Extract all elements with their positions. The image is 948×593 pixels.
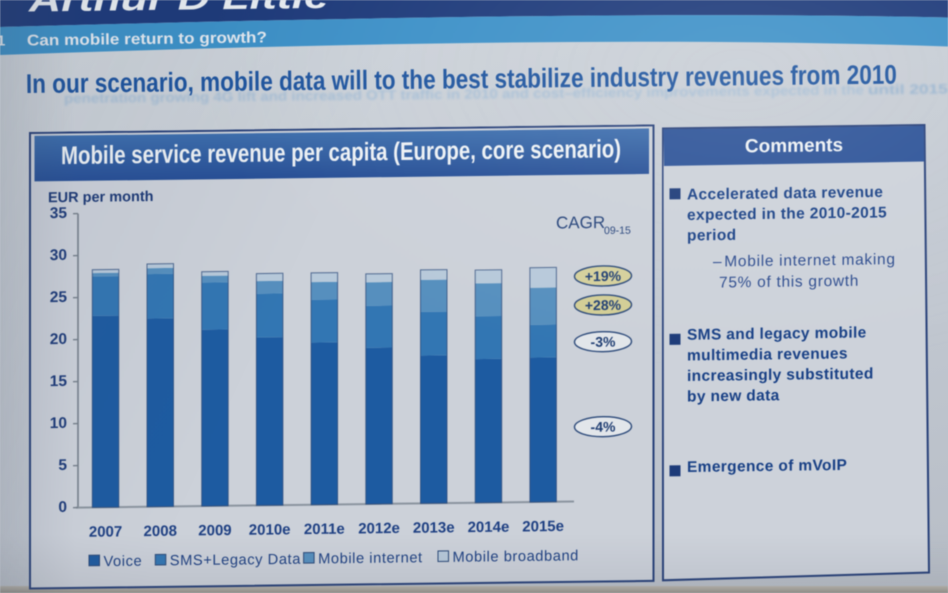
- svg-text:20: 20: [50, 331, 67, 348]
- svg-text:-3%: -3%: [591, 334, 616, 350]
- svg-text:10: 10: [50, 415, 67, 432]
- svg-text:EUR per month: EUR per month: [48, 189, 154, 206]
- svg-text:2013e: 2013e: [413, 519, 455, 537]
- svg-text:2015e: 2015e: [522, 518, 564, 536]
- svg-text:increasingly substituted: increasingly substituted: [687, 366, 874, 385]
- svg-text:2014e: 2014e: [468, 519, 510, 537]
- svg-text:CAGR: CAGR: [556, 213, 605, 233]
- svg-text:15: 15: [50, 373, 68, 390]
- svg-text:2009: 2009: [198, 522, 231, 539]
- svg-text:2012e: 2012e: [358, 520, 400, 538]
- svg-text:Voice: Voice: [104, 554, 143, 570]
- svg-text:until 2015: until 2015: [868, 81, 948, 97]
- svg-text:2010e: 2010e: [249, 521, 291, 539]
- svg-text:35: 35: [50, 205, 68, 222]
- svg-text:Comments: Comments: [745, 135, 843, 157]
- svg-text:Emergence of mVoIP: Emergence of mVoIP: [687, 457, 847, 476]
- svg-text:0: 0: [58, 499, 67, 516]
- svg-text:1: 1: [0, 33, 5, 50]
- svg-text:25: 25: [50, 289, 68, 306]
- svg-text:Mobile service revenue per cap: Mobile service revenue per capita (Europ…: [61, 135, 621, 170]
- svg-text:Accelerated data revenue: Accelerated data revenue: [687, 184, 883, 204]
- svg-text:2008: 2008: [144, 523, 177, 540]
- svg-text:SMS and legacy mobile: SMS and legacy mobile: [687, 324, 867, 343]
- svg-text:Can mobile return to growth?: Can mobile return to growth?: [27, 29, 267, 49]
- svg-text:– Mobile internet making: – Mobile internet making: [713, 251, 896, 270]
- svg-text:5: 5: [58, 457, 67, 474]
- svg-text:2011e: 2011e: [304, 521, 345, 538]
- svg-text:In our scenario, mobile data w: In our scenario, mobile data will to the…: [26, 60, 897, 99]
- svg-text:Mobile internet: Mobile internet: [318, 550, 423, 567]
- svg-text:SMS+Legacy Data: SMS+Legacy Data: [170, 552, 301, 570]
- svg-text:Arthur D Little: Arthur D Little: [27, 0, 329, 20]
- svg-text:multimedia revenues: multimedia revenues: [687, 345, 848, 364]
- svg-text:-4%: -4%: [591, 419, 616, 435]
- svg-text:period: period: [687, 227, 736, 245]
- svg-text:75% of this growth: 75% of this growth: [719, 273, 859, 292]
- svg-text:2007: 2007: [89, 523, 122, 540]
- svg-text:09-15: 09-15: [604, 225, 631, 237]
- svg-text:Mobile broadband: Mobile broadband: [453, 548, 579, 566]
- svg-text:+19%: +19%: [585, 268, 622, 284]
- svg-text:+28%: +28%: [585, 297, 622, 313]
- svg-text:by new data: by new data: [687, 387, 780, 405]
- svg-text:expected in the 2010-2015: expected in the 2010-2015: [687, 204, 887, 224]
- svg-text:30: 30: [50, 247, 67, 264]
